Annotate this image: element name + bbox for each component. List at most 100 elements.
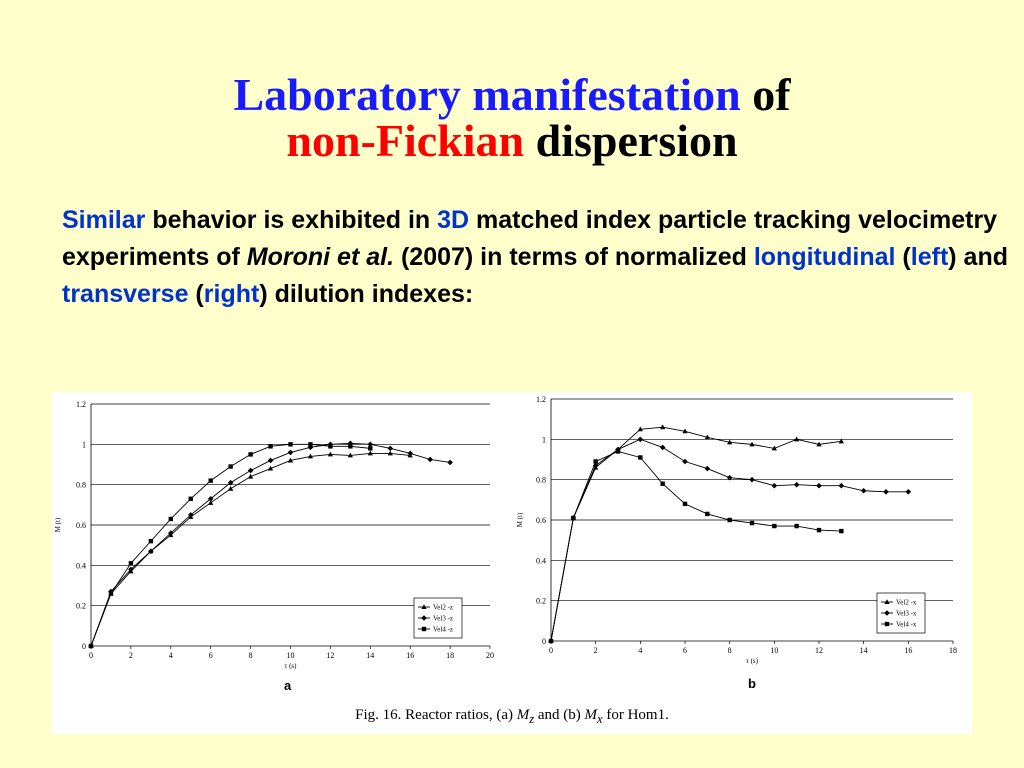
data-point bbox=[816, 482, 822, 489]
data-point bbox=[726, 474, 733, 481]
data-point bbox=[883, 488, 889, 495]
legend-entry: Vel4 -z bbox=[433, 626, 453, 634]
data-point bbox=[387, 450, 393, 456]
legend-entry: Vel2 -z bbox=[433, 604, 453, 612]
data-point bbox=[247, 467, 254, 474]
data-point bbox=[168, 516, 173, 522]
x-tick-label: 12 bbox=[326, 651, 334, 660]
data-point bbox=[637, 426, 643, 432]
data-point bbox=[682, 458, 688, 465]
data-point bbox=[447, 459, 453, 466]
data-point bbox=[287, 457, 294, 463]
y-tick-label: 1.2 bbox=[76, 400, 86, 409]
data-point bbox=[548, 638, 554, 644]
data-point bbox=[682, 501, 688, 507]
x-tick-label: 18 bbox=[949, 646, 957, 655]
panel-label-b: b bbox=[748, 676, 756, 691]
legend-marker bbox=[421, 626, 427, 632]
data-point bbox=[593, 459, 598, 464]
text-segment: ( bbox=[188, 280, 204, 308]
data-point bbox=[816, 441, 822, 447]
figure-caption: Fig. 16. Reactor ratios, (a) Mz and (b) … bbox=[52, 707, 972, 727]
y-tick-label: 1 bbox=[82, 440, 86, 449]
data-point bbox=[659, 444, 666, 451]
legend-marker bbox=[884, 610, 890, 616]
data-point bbox=[727, 517, 732, 523]
data-point bbox=[838, 438, 844, 444]
data-point bbox=[168, 530, 174, 536]
series-line bbox=[90, 452, 411, 647]
figure-charts-svg: 00.20.40.60.811.20 2 4 6 8 10 12 14 16 18 20τ (s)M… bbox=[54, 395, 957, 670]
x-tick-label: 6 bbox=[209, 651, 213, 660]
data-point bbox=[727, 439, 733, 445]
data-point bbox=[860, 487, 867, 494]
slide-title: Laboratory manifestation of non-Fickian … bbox=[0, 72, 1024, 164]
text-segment: matched index particle tracking velocime… bbox=[62, 206, 998, 271]
data-point bbox=[208, 500, 214, 505]
x-tick-label: 8 bbox=[728, 646, 732, 655]
data-point bbox=[347, 452, 353, 458]
data-point bbox=[427, 456, 433, 463]
legend-entry: Vel2 -x bbox=[896, 599, 917, 607]
caption-part: z bbox=[529, 712, 535, 726]
y-tick-label: 0.4 bbox=[76, 561, 86, 570]
data-point bbox=[228, 464, 233, 469]
x-tick-label: 4 bbox=[638, 646, 642, 655]
data-point bbox=[660, 424, 666, 430]
data-point bbox=[348, 444, 353, 449]
caption-part: M bbox=[516, 707, 530, 723]
panel-label-a: a bbox=[284, 678, 292, 693]
data-point bbox=[368, 446, 373, 451]
data-point bbox=[288, 442, 293, 447]
data-point bbox=[682, 428, 688, 434]
y-tick-label: 0.6 bbox=[536, 516, 546, 525]
series-line bbox=[550, 438, 909, 642]
data-point bbox=[188, 496, 193, 501]
title-highlight-non-fickian: non-Fickian bbox=[286, 115, 525, 166]
data-point bbox=[772, 523, 777, 529]
data-point bbox=[128, 561, 134, 566]
data-point bbox=[387, 445, 394, 452]
data-point bbox=[615, 449, 621, 454]
data-point bbox=[793, 481, 800, 488]
data-point bbox=[771, 445, 777, 451]
data-point bbox=[128, 566, 134, 573]
slide-body-text: Similar behavior is exhibited in 3D matc… bbox=[62, 202, 1012, 313]
data-point bbox=[367, 450, 373, 456]
y-tick-label: 0.8 bbox=[536, 476, 546, 485]
y-tick-label: 0.2 bbox=[76, 602, 86, 611]
x-tick-label: 0 bbox=[89, 651, 93, 660]
data-point bbox=[749, 476, 755, 483]
data-point bbox=[794, 523, 799, 529]
title-line-2: non-Fickian dispersion bbox=[0, 118, 1024, 164]
y-tick-label: 0 bbox=[82, 642, 86, 651]
data-point bbox=[308, 442, 313, 447]
series-line bbox=[90, 443, 371, 647]
data-point bbox=[248, 473, 254, 479]
text-similar: Similar bbox=[62, 206, 146, 234]
text-right: right bbox=[203, 280, 260, 308]
x-tick-label: 8 bbox=[249, 651, 253, 660]
text-citation: Moroni et al. bbox=[246, 243, 395, 271]
title-highlight-laboratory: Laboratory manifestation bbox=[233, 69, 741, 120]
data-point bbox=[328, 444, 333, 449]
legend-marker bbox=[421, 604, 427, 609]
x-axis-label: τ (s) bbox=[746, 657, 759, 665]
x-tick-label: 16 bbox=[904, 646, 912, 655]
data-point bbox=[248, 452, 253, 457]
x-tick-label: 2 bbox=[129, 651, 133, 660]
caption-part: Fig. 16. Reactor ratios, (a) bbox=[355, 707, 517, 723]
text-segment: (2007) in terms of normalized bbox=[394, 243, 754, 271]
caption-part: M bbox=[584, 707, 598, 723]
title-line-1: Laboratory manifestation of bbox=[0, 72, 1024, 118]
y-tick-label: 0.2 bbox=[536, 597, 546, 606]
x-tick-label: 10 bbox=[287, 651, 295, 660]
y-tick-label: 1.2 bbox=[536, 395, 546, 404]
y-axis-label: M (t) bbox=[516, 512, 524, 527]
series-line bbox=[550, 426, 842, 642]
caption-part: for Hom1. bbox=[602, 707, 669, 723]
title-word-dispersion: dispersion bbox=[535, 115, 738, 166]
x-tick-label: 0 bbox=[549, 646, 553, 655]
x-tick-label: 16 bbox=[406, 651, 414, 660]
caption-part: and (b) bbox=[534, 707, 585, 723]
